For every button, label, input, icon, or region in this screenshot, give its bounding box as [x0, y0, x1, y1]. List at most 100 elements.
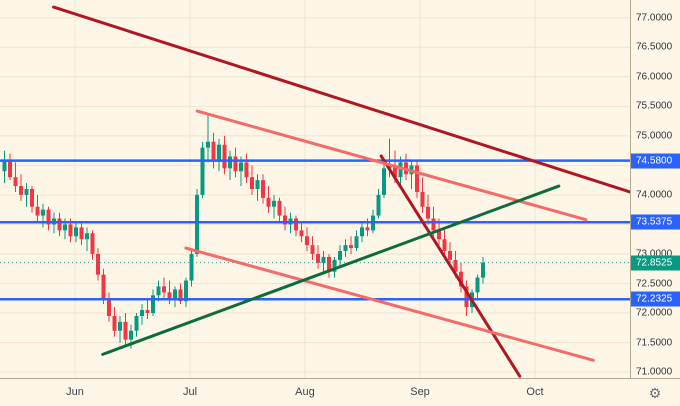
candle-body	[376, 194, 381, 216]
trendline-channel-lower[interactable]	[184, 246, 595, 362]
candle-body	[305, 236, 309, 246]
time-tick-label: Sep	[410, 386, 430, 398]
candle-body	[321, 256, 326, 263]
candle-body	[233, 156, 238, 172]
candle-body	[41, 209, 45, 216]
candle-body	[156, 286, 161, 296]
trendline-major-downtrend[interactable]	[52, 5, 630, 194]
candle-body	[338, 251, 342, 260]
candle-body	[453, 259, 458, 272]
price-tick-label: 71.5000	[636, 337, 673, 349]
candle-body	[96, 253, 100, 275]
candle-body	[459, 271, 463, 287]
candle-body	[134, 315, 139, 331]
candle-body	[189, 253, 194, 281]
candle-body	[211, 141, 216, 160]
candle-body	[145, 310, 150, 314]
price-tick-label: 75.0000	[636, 130, 673, 142]
candle-body	[68, 224, 73, 237]
candle-body	[57, 218, 62, 231]
candle-body	[360, 227, 364, 237]
candle-body	[310, 245, 315, 254]
price-tick-label: 72.0000	[636, 307, 673, 319]
candle-body	[173, 289, 177, 299]
price-tick-label: 77.0000	[636, 12, 673, 24]
axis-settings-gear-icon[interactable]: ⚙	[648, 384, 662, 401]
candle-body	[19, 186, 23, 195]
candle-body	[349, 245, 353, 249]
candle-body	[393, 165, 397, 178]
price-tick-label: 72.5000	[636, 278, 673, 289]
candle-body	[151, 295, 155, 314]
chart-pane[interactable]	[0, 0, 630, 378]
candle-body	[442, 239, 447, 252]
candle-body	[272, 200, 276, 207]
candle-body	[13, 177, 18, 187]
time-tick-label: Jun	[66, 386, 84, 398]
trendline-uptrend-support[interactable]	[101, 184, 561, 356]
candle-body	[464, 286, 469, 308]
candle-body	[250, 177, 254, 189]
candle-body	[437, 230, 441, 240]
candle-body	[129, 330, 133, 340]
time-tick-label: Aug	[295, 386, 315, 398]
candle-body	[283, 215, 287, 225]
candle-body	[35, 206, 40, 216]
candle-body	[228, 156, 232, 169]
candle-body	[206, 141, 210, 148]
axis-corner: ⚙	[630, 379, 680, 406]
candle-body	[118, 321, 122, 331]
candle-body	[85, 233, 89, 240]
candle-body	[101, 274, 106, 299]
candle-body	[217, 144, 221, 160]
candle-body	[107, 298, 111, 316]
candle-body	[222, 144, 227, 169]
candle-body	[74, 227, 78, 237]
candle-body	[255, 180, 260, 189]
candle-body	[420, 191, 425, 207]
price-tick-label: 73.0000	[636, 248, 673, 260]
candle-body	[332, 259, 337, 272]
candle-body	[316, 253, 320, 263]
candle-body	[184, 280, 188, 302]
candle-body	[431, 218, 436, 231]
candle-body	[327, 256, 331, 272]
candle-body	[481, 262, 485, 278]
candle-body	[244, 162, 249, 178]
candle-body	[239, 162, 243, 172]
candle-body	[46, 209, 51, 225]
trendline-channel-upper[interactable]	[195, 109, 588, 222]
candlestick-chart[interactable]	[0, 0, 630, 378]
candle-body	[382, 168, 386, 195]
candle-body	[354, 236, 359, 249]
price-axis[interactable]: 77.0000 76.5000 76.0000 75.5000 75.0000 74.00…	[630, 0, 680, 378]
candle-body	[398, 162, 403, 178]
candle-body	[200, 147, 205, 195]
candle-body	[415, 165, 419, 192]
price-tick-label: 75.5000	[636, 100, 673, 112]
candle-body	[426, 206, 430, 219]
trendline-steep-downtrend[interactable]	[379, 154, 522, 378]
candle-body	[277, 200, 282, 216]
candle-body	[448, 251, 452, 260]
candle-body	[90, 233, 95, 254]
candle-body	[266, 197, 271, 207]
time-tick-label: Oct	[526, 386, 544, 398]
candle-body	[475, 277, 480, 293]
candle-body	[63, 224, 67, 231]
candle-body	[162, 286, 166, 293]
candle-body	[167, 292, 172, 299]
price-tick-label: 76.0000	[636, 71, 673, 83]
candle-body	[195, 194, 199, 254]
level-price-badge: 72.2325	[631, 291, 680, 307]
candle-body	[140, 310, 144, 316]
candle-body	[79, 227, 84, 240]
time-axis[interactable]: Jun Jul Aug Sep Oct	[0, 378, 680, 406]
price-tick-label: 76.5000	[636, 41, 673, 53]
candle-body	[365, 227, 370, 231]
candle-body	[343, 245, 348, 252]
candle-body	[24, 189, 29, 195]
time-tick-label: Jul	[182, 386, 198, 398]
candle-body	[261, 180, 265, 198]
